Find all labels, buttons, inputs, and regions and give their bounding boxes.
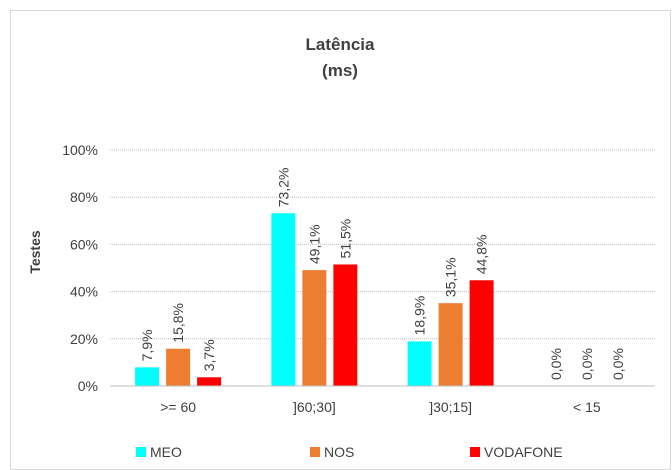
- y-tick-label: 60%: [70, 236, 98, 252]
- y-tick-label: 20%: [70, 331, 98, 347]
- data-label: 18,9%: [412, 296, 428, 336]
- x-tick-label: ]30;15]: [429, 399, 472, 415]
- data-label: 7,9%: [139, 329, 155, 361]
- bar-vodafone-1: [333, 264, 358, 386]
- legend-label-nos: NOS: [324, 444, 354, 460]
- chart-title-line-1: Latência: [306, 35, 376, 54]
- legend-swatch-nos: [310, 447, 320, 457]
- y-axis-label: Testes: [27, 230, 43, 274]
- chart-title-line-2: (ms): [322, 61, 358, 80]
- bar-meo-1: [271, 213, 296, 386]
- data-labels: 7,9% 15,8% 3,7% 73,2% 49,1% 51,5% 18,9% 35,1% 44…: [139, 168, 626, 380]
- legend-label-vodafone: VODAFONE: [484, 444, 563, 460]
- bars: [135, 213, 494, 386]
- x-tick-label: >= 60: [160, 399, 196, 415]
- legend-label-meo: MEO: [150, 444, 182, 460]
- bar-meo-2: [407, 341, 432, 386]
- bar-nos-0: [166, 348, 191, 386]
- data-label: 0,0%: [610, 348, 626, 380]
- y-tick-label: 80%: [70, 189, 98, 205]
- x-axis-ticks: >= 60 ]60;30] ]30;15] < 15: [160, 399, 601, 415]
- chart-frame: [10, 10, 671, 470]
- data-label: 0,0%: [548, 348, 564, 380]
- data-label: 3,7%: [201, 339, 217, 371]
- legend-swatch-meo: [136, 447, 146, 457]
- x-tick-label: < 15: [573, 399, 601, 415]
- y-tick-label: 100%: [62, 142, 98, 158]
- grid-lines: [110, 149, 655, 340]
- legend: MEO NOS VODAFONE: [136, 444, 563, 460]
- data-label: 15,8%: [170, 303, 186, 343]
- data-label: 0,0%: [579, 348, 595, 380]
- chart-title: Latência (ms): [306, 35, 376, 80]
- data-label: 51,5%: [337, 219, 353, 259]
- bar-vodafone-2: [469, 280, 494, 386]
- bar-nos-1: [302, 270, 327, 386]
- y-tick-label: 0%: [78, 378, 98, 394]
- bar-nos-2: [438, 303, 463, 386]
- y-tick-label: 40%: [70, 284, 98, 300]
- data-label: 49,1%: [306, 224, 322, 264]
- legend-swatch-vodafone: [470, 447, 480, 457]
- x-tick-label: ]60;30]: [293, 399, 336, 415]
- bar-vodafone-0: [197, 377, 222, 386]
- bar-meo-0: [135, 367, 160, 386]
- data-label: 73,2%: [275, 168, 291, 208]
- data-label: 44,8%: [474, 235, 490, 275]
- y-axis-ticks: 0% 20% 40% 60% 80% 100%: [62, 142, 98, 394]
- data-label: 35,1%: [443, 257, 459, 297]
